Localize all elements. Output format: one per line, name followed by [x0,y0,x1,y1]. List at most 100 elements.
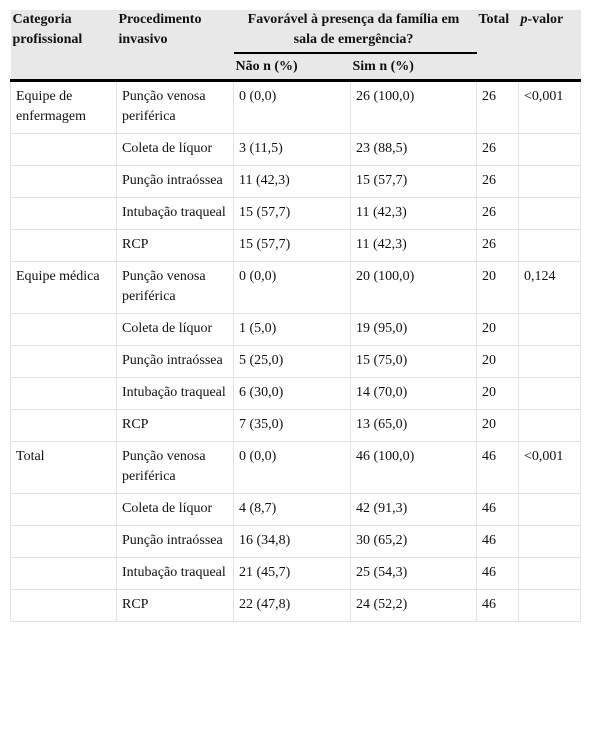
table-row: Intubação traqueal 15 (57,7) 11 (42,3) 26 [10,197,581,230]
table-cell: 46 [476,525,519,558]
table-cell: 11 (42,3) [350,229,477,262]
table-cell [518,313,581,346]
table-cell: 26 (100,0) [350,80,477,134]
table-cell: 0,124 [518,261,581,314]
header-cell: Favorável à presença da família em sala … [233,10,477,53]
table-cell: 26 [476,80,519,134]
table-cell: 20 [476,313,519,346]
table-row: RCP 15 (57,7) 11 (42,3) 26 [10,229,581,262]
table-cell [518,165,581,198]
table-cell: 26 [476,133,519,166]
table-cell: 15 (75,0) [350,345,477,378]
table-cell: Punção venosa periférica [116,80,234,134]
table-cell: Coleta de líquor [116,493,234,526]
table-cell: Punção venosa periférica [116,441,234,494]
table-row: Equipe de enfermagem Punção venosa perifé… [10,80,581,134]
table-cell: 16 (34,8) [233,525,351,558]
header-cell: Procedimento invasivo [116,10,234,81]
table-row: RCP 7 (35,0) 13 (65,0) 20 [10,409,581,442]
table-cell: 21 (45,7) [233,557,351,590]
table-cell [518,133,581,166]
table-cell: RCP [116,589,234,622]
table-cell [10,229,117,262]
table-cell [10,133,117,166]
table-cell [518,493,581,526]
table-cell: RCP [116,229,234,262]
table-cell: 46 [476,493,519,526]
table-cell [10,377,117,410]
table-cell [518,557,581,590]
table-cell: Punção venosa periférica [116,261,234,314]
table-cell: Intubação traqueal [116,377,234,410]
table-cell: 7 (35,0) [233,409,351,442]
table-cell: 15 (57,7) [233,229,351,262]
table-cell [10,525,117,558]
table-cell: RCP [116,409,234,442]
table-cell: Intubação traqueal [116,197,234,230]
table-cell [10,165,117,198]
table-cell: 0 (0,0) [233,261,351,314]
table-cell: Coleta de líquor [116,313,234,346]
table-cell [10,589,117,622]
table-cell: Equipe de enfermagem [10,80,117,134]
table-cell: 46 [476,589,519,622]
header-cell: p-valor [518,10,581,81]
table-cell [10,409,117,442]
table-row: Total Punção venosa periférica 0 (0,0) 46 (… [10,441,581,494]
header-cell: Categoria profissional [10,10,117,81]
table-cell: 15 (57,7) [233,197,351,230]
table-cell: 46 (100,0) [350,441,477,494]
table-row: RCP 22 (47,8) 24 (52,2) 46 [10,589,581,622]
table-cell [518,589,581,622]
table-cell [10,197,117,230]
table-cell: 20 [476,409,519,442]
table-cell [10,313,117,346]
table-row: Punção intraóssea 5 (25,0) 15 (75,0) 20 [10,345,581,378]
table-cell: 0 (0,0) [233,441,351,494]
table-cell [10,557,117,590]
table-cell: 11 (42,3) [350,197,477,230]
table-row: Intubação traqueal 21 (45,7) 25 (54,3) 46 [10,557,581,590]
table-cell: 14 (70,0) [350,377,477,410]
table-cell: Punção intraóssea [116,525,234,558]
table-row: Coleta de líquor 3 (11,5) 23 (88,5) 26 [10,133,581,166]
table-cell: 26 [476,165,519,198]
table-cell: 46 [476,441,519,494]
data-table: Categoria profissional Procedimento inva… [10,10,581,622]
table-cell: 4 (8,7) [233,493,351,526]
table-cell: 20 [476,377,519,410]
table-cell: Total [10,441,117,494]
table-cell: 20 [476,345,519,378]
table-cell: 13 (65,0) [350,409,477,442]
header-cell: Não n (%) [233,52,351,81]
table-cell: Intubação traqueal [116,557,234,590]
table-cell: 15 (57,7) [350,165,477,198]
table-cell: 30 (65,2) [350,525,477,558]
table-row: Punção intraóssea 16 (34,8) 30 (65,2) 46 [10,525,581,558]
table-row: Coleta de líquor 1 (5,0) 19 (95,0) 20 [10,313,581,346]
table-row: Intubação traqueal 6 (30,0) 14 (70,0) 20 [10,377,581,410]
table-cell: 26 [476,229,519,262]
table-cell: <0,001 [518,80,581,134]
table-cell: 19 (95,0) [350,313,477,346]
table-cell: 5 (25,0) [233,345,351,378]
table-cell [518,197,581,230]
table-cell [518,409,581,442]
table-row: Punção intraóssea 11 (42,3) 15 (57,7) 26 [10,165,581,198]
table-cell: 20 [476,261,519,314]
table-cell [10,493,117,526]
table-cell: Punção intraóssea [116,345,234,378]
table-cell: 46 [476,557,519,590]
table-cell [518,229,581,262]
table-cell: 6 (30,0) [233,377,351,410]
table-cell: Equipe médica [10,261,117,314]
table-cell: 23 (88,5) [350,133,477,166]
table-cell: 42 (91,3) [350,493,477,526]
header-text: -valor [527,12,564,27]
table-cell: <0,001 [518,441,581,494]
table-cell: 3 (11,5) [233,133,351,166]
table-cell: 22 (47,8) [233,589,351,622]
table-cell: 25 (54,3) [350,557,477,590]
table-cell [518,525,581,558]
